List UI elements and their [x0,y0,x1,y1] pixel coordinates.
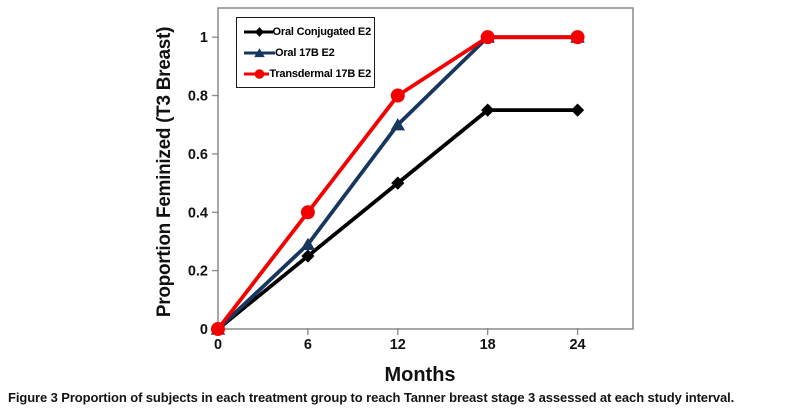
legend-label: Transdermal 17B E2 [269,67,371,80]
x-tick-label: 24 [569,337,585,353]
series-transdermal-17b-e2 [211,30,585,336]
x-tick-label: 6 [304,337,312,353]
series-line [216,108,578,331]
data-point-marker [254,26,265,37]
data-point-marker [390,88,405,103]
data-point-marker [211,322,225,336]
data-point-marker [390,118,406,131]
series-oral-conjugated-e2 [211,103,585,336]
data-point-marker [570,103,585,117]
legend-diamond-icon [244,26,273,37]
data-point-marker [301,249,315,263]
data-point-marker [480,30,495,45]
figure-caption-label: Figure 3 [8,390,58,405]
legend-triangle-icon [244,47,275,57]
data-point-marker [481,103,495,117]
y-tick-label: 0.8 [188,89,208,105]
data-point-marker [570,30,585,45]
legend: Oral Conjugated E2 Oral 17B E2 Transdermal… [236,17,375,88]
legend-label: Oral Conjugated E2 [272,25,372,38]
legend-item: Transdermal 17B E2 [244,65,371,82]
legend-item: Oral Conjugated E2 [244,23,371,40]
plot-border [217,7,634,330]
y-tick-label: 1 [200,30,208,46]
legend-label: Oral 17B E2 [275,46,335,59]
x-tick-label: 12 [390,337,406,353]
y-axis-label: Proportion Feminized (T3 Breast) [154,27,175,317]
x-tick-label: 0 [214,337,222,353]
figure-caption: Figure 3 Proportion of subjects in each … [8,390,734,405]
legend-circle-icon [244,68,270,79]
data-point-marker [254,47,265,57]
y-tick-label: 0.6 [188,147,208,163]
legend-item: Oral 17B E2 [244,44,371,61]
y-tick-label: 0.2 [188,264,208,280]
y-tick-label: 0.4 [188,205,208,221]
figure-caption-text: Proportion of subjects in each treatment… [57,390,735,405]
data-point-marker [391,176,405,190]
y-tick-label: 0 [200,322,208,338]
data-point-marker [300,205,315,220]
x-tick-label: 18 [480,337,496,353]
data-point-marker [254,68,265,79]
x-axis-label: Months [384,364,455,386]
data-point-marker [300,237,316,250]
line-chart: Proportion Feminized (T3 Breast) Months … [154,7,634,386]
